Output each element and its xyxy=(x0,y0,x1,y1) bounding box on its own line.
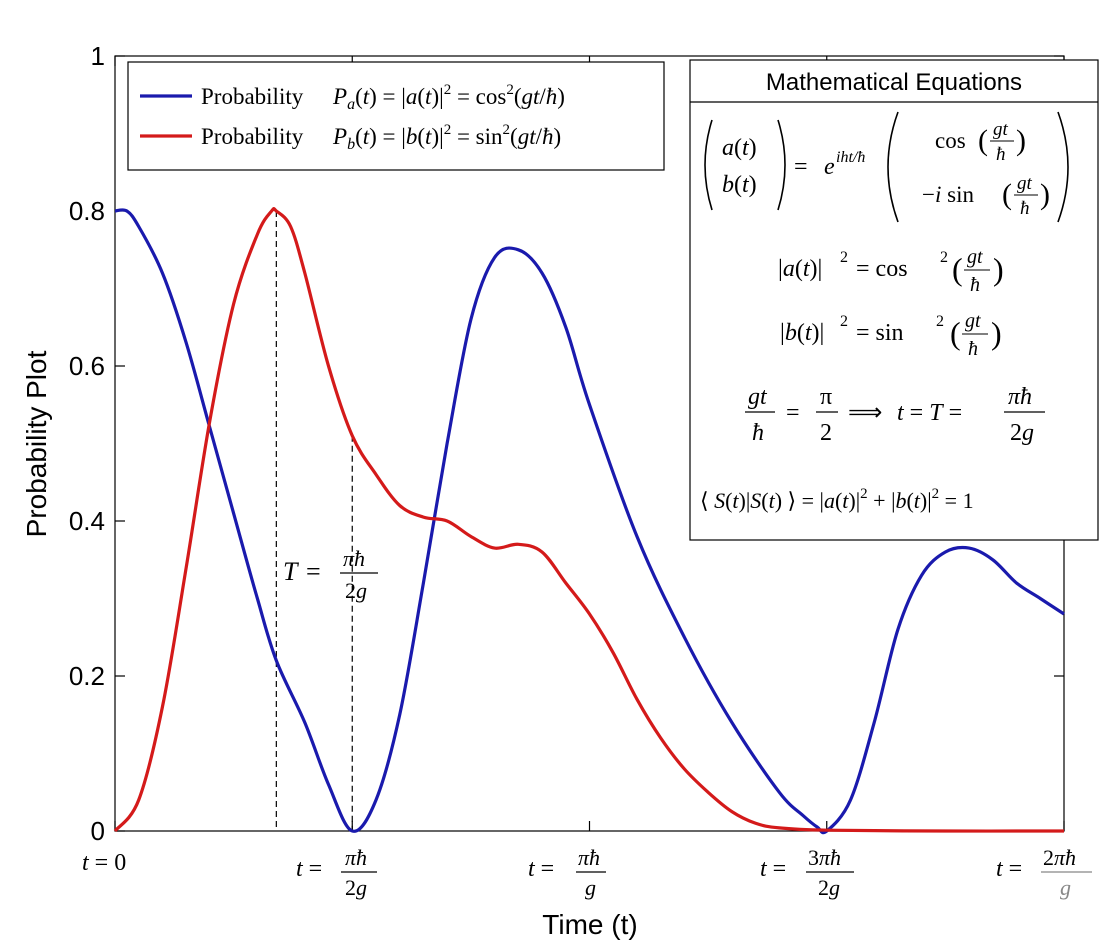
svg-text:): ) xyxy=(991,315,1002,351)
svg-text:): ) xyxy=(1040,178,1050,211)
legend-label-pb: Probability xyxy=(201,124,304,149)
svg-text:ħ: ħ xyxy=(996,144,1006,165)
svg-text:g: g xyxy=(1060,875,1071,900)
svg-text:a(t): a(t) xyxy=(722,135,757,161)
svg-text:b(t): b(t) xyxy=(722,172,757,198)
x-axis-label: Time (t) xyxy=(542,909,637,940)
svg-text:gt: gt xyxy=(748,384,768,410)
y-tick-label: 0.2 xyxy=(69,661,105,691)
svg-text:2: 2 xyxy=(820,420,832,446)
svg-text:t =: t = xyxy=(760,856,786,882)
svg-text:T: T xyxy=(283,557,299,586)
equation-b-squared: |b(t)| 2 = sin 2 ( gt ħ ) xyxy=(780,310,1002,360)
svg-text:= cos: = cos xyxy=(856,256,908,282)
equation-a-squared: |a(t)| 2 = cos 2 ( gt ħ ) xyxy=(778,246,1004,296)
series-pa-line xyxy=(114,208,1065,835)
y-tick-label: 0.6 xyxy=(69,351,105,381)
svg-text:(: ( xyxy=(950,315,961,351)
equation-state-vector: a(t) b(t) = e iht/ħ cos ( gt ħ ) −i sin … xyxy=(704,111,1069,223)
equation-box: Mathematical Equations a(t) b(t) = e iht… xyxy=(689,59,1099,541)
svg-text:ħ: ħ xyxy=(970,274,980,296)
svg-text:e: e xyxy=(824,154,835,180)
legend-entry-pb: Probability Pb(t) = |b(t)|2 = sin2(gt/ħ) xyxy=(140,122,561,153)
svg-text:t = T =: t = T = xyxy=(897,400,962,426)
svg-text:=: = xyxy=(786,400,800,426)
svg-text:2: 2 xyxy=(840,249,848,266)
svg-text:|b(t)|: |b(t)| xyxy=(780,320,824,346)
svg-text:(: ( xyxy=(978,124,988,157)
svg-text:2: 2 xyxy=(840,313,848,330)
x-tick-label-3: t = 3πħ 2g xyxy=(760,845,854,900)
svg-text:iht/ħ: iht/ħ xyxy=(836,149,865,166)
svg-text:): ) xyxy=(1016,124,1026,157)
svg-text:(: ( xyxy=(1002,178,1012,211)
svg-text:⟨ S(t)|S(t) ⟩ = |a(t)|2 + |b(t: ⟨ S(t)|S(t) ⟩ = |a(t)|2 + |b(t)|2 = 1 xyxy=(700,486,974,513)
svg-text:gt: gt xyxy=(965,310,981,332)
svg-text:2g: 2g xyxy=(345,578,367,603)
y-tick-label: 0.8 xyxy=(69,196,105,226)
svg-text:=: = xyxy=(794,154,808,180)
svg-text:πħ: πħ xyxy=(343,546,365,571)
svg-text:t =: t = xyxy=(996,856,1022,882)
svg-text:gt: gt xyxy=(993,119,1009,140)
x-tick-label-1: t = πħ 2g xyxy=(296,845,377,900)
svg-text:2: 2 xyxy=(936,313,944,330)
svg-text:2g: 2g xyxy=(818,875,840,900)
period-annotation: T = πħ 2g xyxy=(283,546,378,603)
svg-text:π: π xyxy=(820,384,832,410)
svg-text:πħ: πħ xyxy=(578,845,600,870)
svg-text:3πħ: 3πħ xyxy=(808,845,841,870)
svg-text:Pb(t) = |b(t)|2 = sin2(gt/ħ): Pb(t) = |b(t)|2 = sin2(gt/ħ) xyxy=(332,122,561,153)
legend-entry-pa: Probability Pa(t) = |a(t)|2 = cos2(gt/ħ) xyxy=(140,82,565,113)
svg-text:t =: t = xyxy=(296,856,322,882)
y-axis-label: Probability Plot xyxy=(21,350,52,537)
svg-text:ħ: ħ xyxy=(752,420,764,446)
equation-normalization: ⟨ S(t)|S(t) ⟩ = |a(t)|2 + |b(t)|2 = 1 xyxy=(700,486,974,513)
svg-text:g: g xyxy=(585,875,596,900)
svg-text:): ) xyxy=(993,251,1004,287)
svg-text:2g: 2g xyxy=(1010,420,1034,446)
svg-text:⟹: ⟹ xyxy=(848,400,882,426)
y-tick-label: 1 xyxy=(91,41,105,71)
svg-text:=: = xyxy=(306,557,321,586)
x-tick-label-0: t = 0 xyxy=(82,850,126,876)
svg-text:(: ( xyxy=(952,251,963,287)
svg-text:|a(t)|: |a(t)| xyxy=(778,256,822,282)
y-tick-label: 0 xyxy=(91,816,105,846)
svg-text:t =: t = xyxy=(528,856,554,882)
y-tick-label: 0.4 xyxy=(69,506,105,536)
svg-text:ħ: ħ xyxy=(968,338,978,360)
svg-text:ħ: ħ xyxy=(1020,198,1030,219)
series-pb-line xyxy=(113,206,1065,833)
svg-text:gt: gt xyxy=(1017,173,1033,194)
legend-label-pa: Probability xyxy=(201,84,304,109)
svg-text:= sin: = sin xyxy=(856,320,904,346)
svg-text:πħ: πħ xyxy=(1008,384,1032,410)
svg-text:2πħ: 2πħ xyxy=(1043,845,1076,870)
svg-text:−i sin: −i sin xyxy=(922,182,974,207)
equation-period: gt ħ = π 2 ⟹ t = T = πħ 2g xyxy=(745,384,1045,446)
svg-text:πħ: πħ xyxy=(345,845,367,870)
svg-text:2g: 2g xyxy=(345,875,367,900)
y-axis: 0 0.2 0.4 0.6 0.8 1 xyxy=(69,41,1064,846)
equation-box-title: Mathematical Equations xyxy=(766,69,1022,96)
annotations xyxy=(275,211,353,831)
x-tick-label-2: t = πħ g xyxy=(528,845,606,900)
svg-text:Pa(t) = |a(t)|2 = cos2(gt/ħ): Pa(t) = |a(t)|2 = cos2(gt/ħ) xyxy=(332,82,565,113)
legend: Probability Pa(t) = |a(t)|2 = cos2(gt/ħ)… xyxy=(127,61,665,171)
svg-text:2: 2 xyxy=(940,249,948,266)
svg-text:cos: cos xyxy=(935,128,966,153)
svg-text:gt: gt xyxy=(967,246,983,268)
svg-text:t = 0: t = 0 xyxy=(82,850,126,876)
x-tick-label-4: t = 2πħ g xyxy=(996,845,1092,900)
